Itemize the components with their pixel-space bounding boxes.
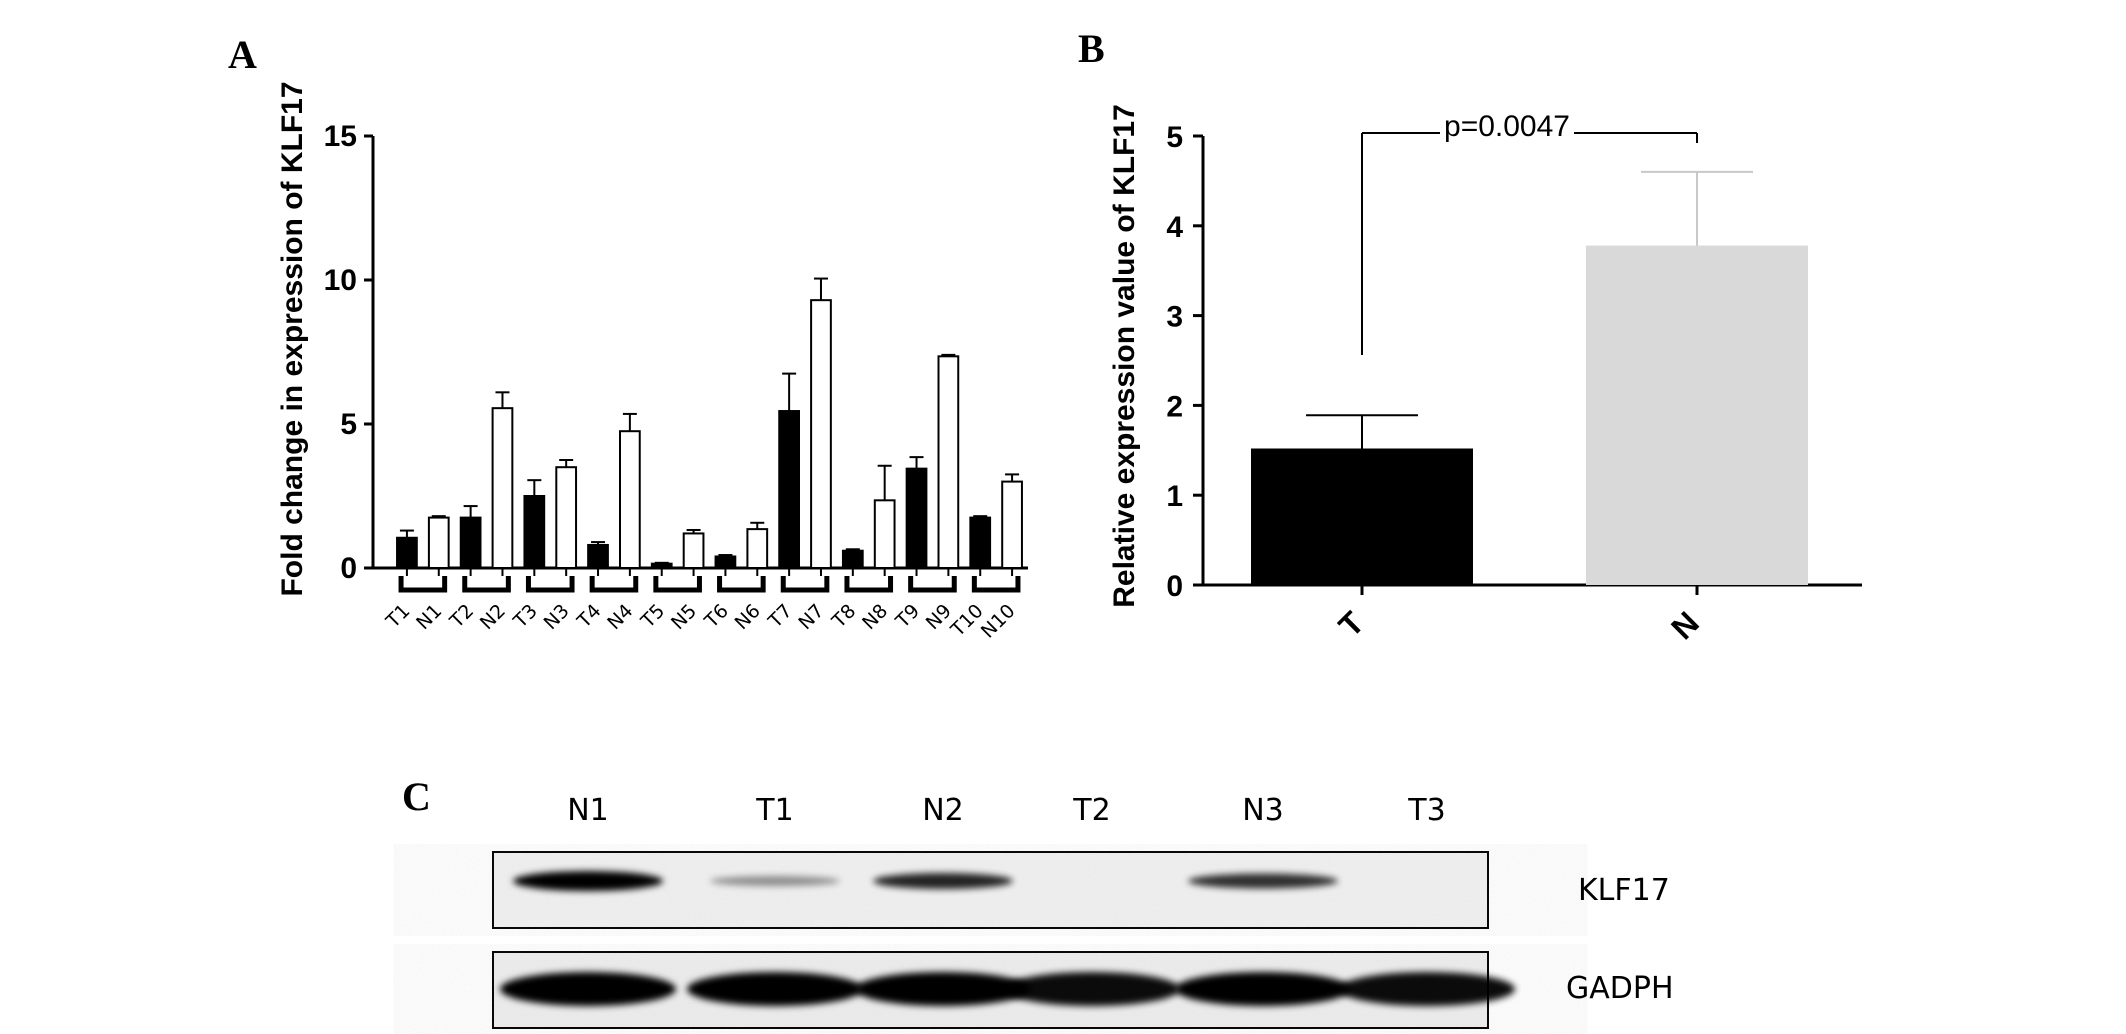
chart-a-bar [427,516,450,569]
chart-b-y-axis-title: Relative expression value of KLF17 [1108,104,1141,608]
chart-a-category-label: T1 [381,600,414,633]
chart-a-category-label: N8 [858,600,892,634]
chart-a-category-label: T4 [573,600,606,633]
chart-b-y-tick-label: 1 [1166,480,1183,513]
chart-a-category-label: T5 [636,600,669,633]
blot-band-klf17 [513,871,663,891]
blot-lane-label: N1 [567,793,609,828]
blot-band-klf17 [710,876,840,886]
chart-a-pair-bracket [653,576,702,593]
chart-a-bar [714,555,737,569]
chart-b-relative-expression: Relative expression value of KLF17 0 1 2 3 4… [1108,104,1862,646]
chart-a-bar [491,407,514,569]
chart-a-pair-bracket [525,576,575,593]
chart-a-category-label: T3 [509,600,542,633]
chart-a-bar [555,466,578,570]
chart-a-y-axis-title: Fold change in expression of KLF17 [276,81,309,596]
chart-a-bar [841,549,864,569]
chart-b-category-label: N [1664,604,1706,646]
chart-a-category-label: T2 [445,600,478,633]
panel-letter-b: B [1078,26,1105,71]
chart-a-pair-bracket [717,576,766,593]
chart-a-y-tick-label: 5 [340,408,357,441]
chart-b-y-tick-label: 2 [1166,390,1183,423]
chart-a-bar [778,410,800,570]
blot-lane-label: T1 [755,793,793,828]
chart-a-bar [523,495,546,569]
chart-a-bar [937,355,960,569]
protein-label-gadph: GADPH [1566,971,1674,1006]
chart-a-bar [682,532,705,570]
chart-b-y-tick-label: 0 [1166,570,1183,603]
chart-a-category-label: T8 [827,600,860,633]
chart-a-bar [810,299,832,569]
chart-a-category-label: T7 [764,600,797,633]
chart-b-category-label: T [1332,604,1372,644]
chart-b-p-value: p=0.0047 [1444,110,1570,143]
chart-a-category-label: N3 [540,600,574,634]
chart-a-bar [587,543,609,570]
chart-a-pair-bracket [844,576,894,593]
chart-a-bar [459,516,482,569]
chart-a-category-label: N10 [977,600,1020,643]
chart-a-fold-change: Fold change in expression of KLF17 0 5 10 1… [276,81,1028,643]
chart-a-category-label: T6 [700,600,733,633]
chart-a-category-label: N6 [731,600,765,634]
chart-a-bar [396,536,418,570]
chart-a-bar [650,562,673,569]
chart-a-y-tick-label: 0 [340,552,357,585]
chart-a-bar [905,467,928,570]
chart-b-y-tick-label: 3 [1166,301,1183,334]
chart-a-category-label: T9 [891,600,924,633]
blot-band-gadph [1004,972,1180,1006]
chart-b-bar [1251,448,1473,585]
blot-band-gadph [687,972,863,1006]
chart-a-bar [873,499,896,570]
chart-a-pair-bracket [462,576,511,593]
chart-a-pair-bracket [971,576,1021,593]
chart-b-bar [1586,245,1808,585]
blot-band-gadph [1339,972,1515,1006]
chart-b-y-tick-label: 4 [1166,211,1183,244]
chart-a-category-label: N1 [412,600,446,634]
chart-a-category-label: N4 [603,600,637,634]
blot-lane-label: T3 [1407,793,1445,828]
blot-band-klf17 [1188,873,1338,889]
blot-band-gadph [1175,972,1351,1006]
blot-band-gadph [855,972,1031,1006]
western-blot: N1 T1 N2 T2 N3 T3 KLF17 GADPH [492,793,1674,1029]
chart-a-pair-bracket [780,576,830,593]
chart-a-category-label: N7 [794,600,828,634]
chart-a-bar [1001,480,1023,570]
chart-a-bar [746,528,769,569]
chart-a-y-tick-label: 15 [324,120,357,153]
panel-letter-a: A [228,32,257,77]
chart-a-pair-bracket [398,576,448,593]
chart-a-category-label: T10 [946,600,988,642]
chart-a-bar [619,430,641,570]
blot-lane-label: T2 [1072,793,1110,828]
chart-a-pair-bracket [589,576,639,593]
blot-lane-label: N3 [1242,793,1284,828]
chart-b-y-tick-label: 5 [1166,121,1183,154]
chart-a-category-label: N2 [476,600,510,634]
chart-a-pair-bracket [908,576,957,593]
protein-label-klf17: KLF17 [1578,873,1670,908]
chart-a-category-label: N5 [667,600,701,634]
chart-a-y-tick-label: 10 [324,264,357,297]
chart-a-bar [969,516,992,569]
blot-band-klf17 [873,873,1013,889]
blot-lane-label: N2 [922,793,964,828]
panel-letter-c: C [402,774,431,819]
blot-band-gadph [500,972,676,1006]
